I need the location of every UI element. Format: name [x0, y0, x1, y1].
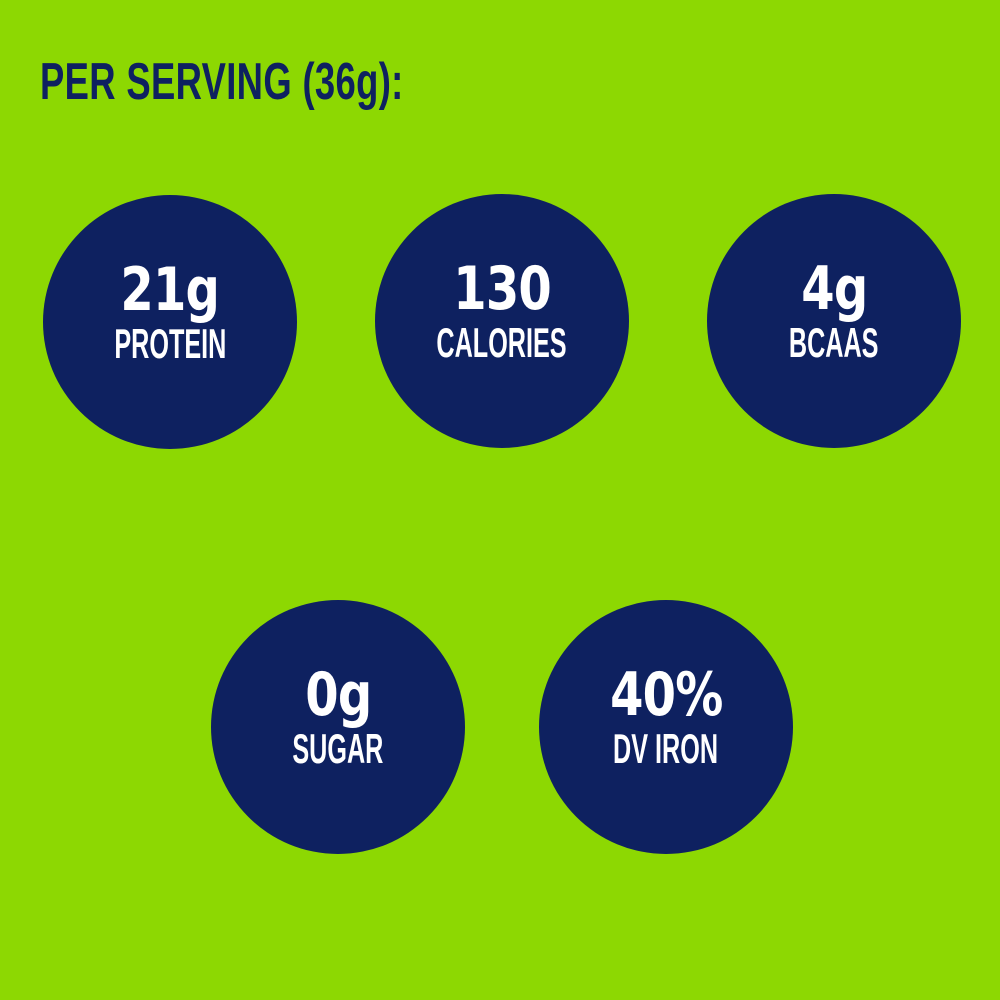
stat-content: 21g PROTEIN [77, 260, 264, 365]
stat-circle-bcaas: 4g BCAAS [707, 194, 961, 448]
stat-circle-protein: 21g PROTEIN [43, 195, 297, 449]
stat-content: 0g SUGAR [262, 665, 414, 770]
stat-content: 40% DV IRON [578, 665, 753, 770]
stat-circle-sugar: 0g SUGAR [211, 600, 465, 854]
stat-label: CALORIES [436, 318, 568, 366]
stat-content: 4g BCAAS [759, 259, 908, 364]
stat-value: 40% [609, 659, 723, 730]
stat-circle-dv-iron: 40% DV IRON [539, 600, 793, 854]
stat-content: 130 CALORIES [393, 259, 610, 364]
stat-value: 130 [453, 253, 552, 324]
stat-circle-calories: 130 CALORIES [375, 194, 629, 448]
stat-label: PROTEIN [113, 319, 227, 367]
stat-value: 4g [800, 253, 868, 324]
stat-label: DV IRON [613, 724, 719, 772]
stat-value: 21g [120, 254, 221, 325]
per-serving-title: PER SERVING (36g): [40, 53, 404, 111]
stat-label: SUGAR [292, 724, 384, 772]
stat-value: 0g [304, 659, 372, 730]
stat-label: BCAAS [789, 318, 879, 366]
